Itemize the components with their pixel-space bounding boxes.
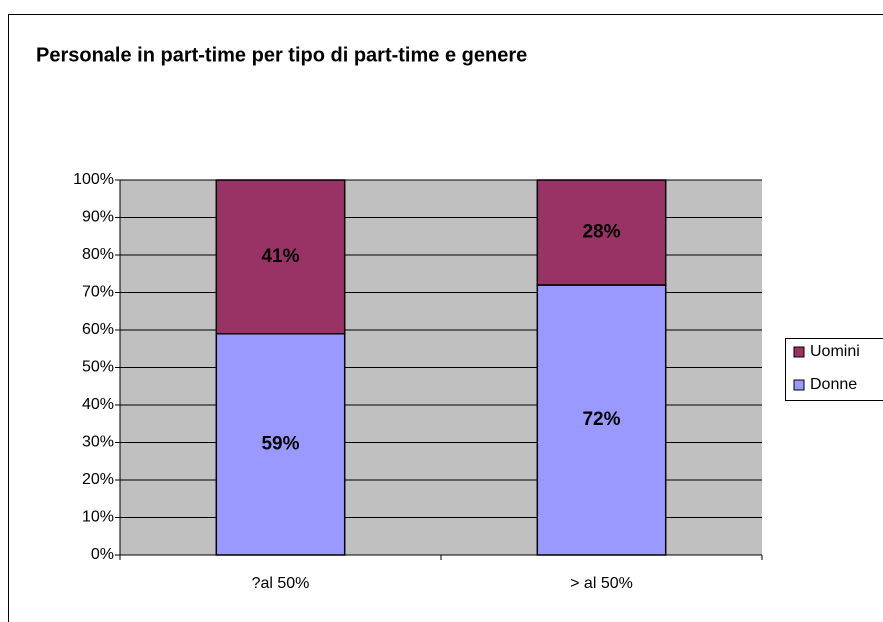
- y-tick-label: 10%: [82, 509, 114, 526]
- bar-segment: [215, 333, 346, 556]
- data-label: 28%: [582, 222, 620, 243]
- data-label: 72%: [582, 409, 620, 430]
- bar-segment: [536, 284, 667, 556]
- y-tick-label: 40%: [82, 396, 114, 413]
- y-tick-label: 60%: [82, 321, 114, 338]
- data-label: 59%: [261, 433, 299, 454]
- data-label: 41%: [261, 246, 299, 267]
- y-tick-label: 90%: [82, 209, 114, 226]
- x-tick-label: ?al 50%: [252, 575, 310, 592]
- legend-label: Uomini: [810, 343, 860, 360]
- legend-swatch: [793, 379, 805, 391]
- y-tick-label: 100%: [73, 171, 114, 188]
- y-tick-label: 30%: [82, 434, 114, 451]
- bar-segment: [536, 179, 667, 286]
- x-tick-label: > al 50%: [570, 575, 633, 592]
- bar-segment: [215, 179, 346, 335]
- legend-swatch: [793, 346, 805, 358]
- legend-label: Donne: [810, 376, 857, 393]
- chart-title: Personale in part-time per tipo di part-…: [36, 44, 527, 66]
- y-tick-label: 20%: [82, 471, 114, 488]
- y-tick-label: 50%: [82, 359, 114, 376]
- y-tick-label: 80%: [82, 246, 114, 263]
- y-tick-label: 70%: [82, 284, 114, 301]
- y-tick-label: 0%: [91, 546, 114, 563]
